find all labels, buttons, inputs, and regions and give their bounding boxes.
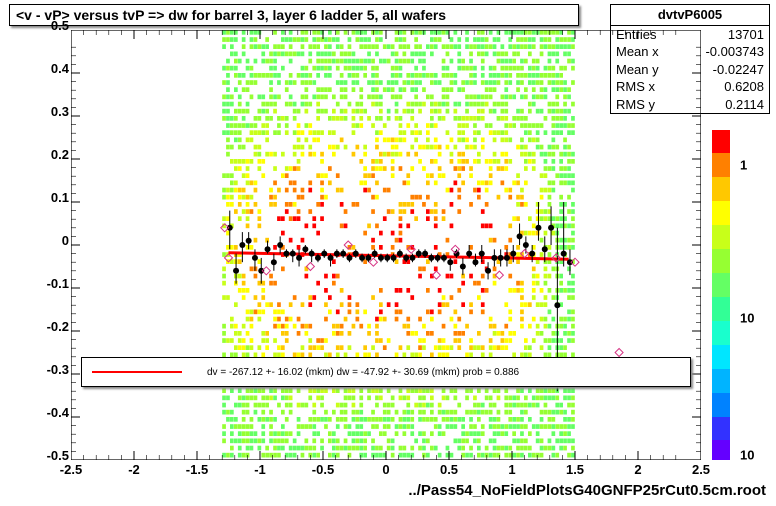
colorbar-segment xyxy=(712,225,730,249)
colorbar-segment xyxy=(712,153,730,177)
x-tick-label: -0.5 xyxy=(312,462,334,477)
colorbar xyxy=(712,130,730,460)
colorbar-segment xyxy=(712,297,730,321)
colorbar-segment xyxy=(712,130,730,153)
plot-area xyxy=(71,30,701,460)
y-tick-label: 0 xyxy=(35,233,69,248)
y-tick-label: 0.4 xyxy=(35,61,69,76)
stats-value: -0.02247 xyxy=(713,61,764,79)
y-tick-label: 0.2 xyxy=(35,147,69,162)
fit-legend-text: dv = -267.12 +- 16.02 (mkm) dw = -47.92 … xyxy=(207,367,519,378)
colorbar-segment xyxy=(712,345,730,369)
colorbar-segment xyxy=(712,249,730,273)
x-tick-label: 0.5 xyxy=(440,462,458,477)
stats-value: 0.6208 xyxy=(724,78,764,96)
heatmap xyxy=(222,30,575,458)
colorbar-label: 1 xyxy=(740,158,747,173)
y-axis-ticks: -0.5-0.4-0.3-0.2-0.100.10.20.30.40.5 xyxy=(35,25,70,465)
x-tick-label: -1.5 xyxy=(186,462,208,477)
x-tick-label: 2 xyxy=(634,462,641,477)
stats-value: 0.2114 xyxy=(725,96,764,114)
stats-value: -0.003743 xyxy=(705,43,764,61)
colorbar-segment xyxy=(712,393,730,417)
fit-line-sample xyxy=(92,371,182,373)
chart-title: <v - vP> versus tvP => dw for barrel 3, … xyxy=(16,7,446,23)
y-tick-label: -0.3 xyxy=(35,362,69,377)
x-tick-label: -2.5 xyxy=(60,462,82,477)
colorbar-segment xyxy=(712,321,730,345)
x-axis-ticks: -2.5-2-1.5-1-0.500.511.522.5 xyxy=(71,462,701,478)
x-tick-label: 2.5 xyxy=(692,462,710,477)
y-tick-label: -0.4 xyxy=(35,405,69,420)
axis-frame xyxy=(71,30,701,460)
x-axis-label: ../Pass54_NoFieldPlotsG40GNFP25rCut0.5cm… xyxy=(408,482,766,499)
x-tick-label: -2 xyxy=(128,462,140,477)
chart-title-box: <v - vP> versus tvP => dw for barrel 3, … xyxy=(9,4,579,26)
x-tick-label: 0 xyxy=(382,462,389,477)
colorbar-label: 10 xyxy=(740,311,754,326)
colorbar-segment xyxy=(712,273,730,297)
fit-legend-box: dv = -267.12 +- 16.02 (mkm) dw = -47.92 … xyxy=(81,357,691,388)
colorbar-segment xyxy=(712,177,730,201)
y-tick-label: -0.1 xyxy=(35,276,69,291)
root: <v - vP> versus tvP => dw for barrel 3, … xyxy=(0,0,776,506)
y-tick-label: 0.1 xyxy=(35,190,69,205)
x-tick-label: -1 xyxy=(254,462,266,477)
colorbar-segment xyxy=(712,417,730,440)
y-tick-label: -0.5 xyxy=(35,448,69,463)
colorbar-segment xyxy=(712,440,730,460)
y-tick-label: 0.5 xyxy=(35,18,69,33)
y-tick-label: -0.2 xyxy=(35,319,69,334)
x-tick-label: 1.5 xyxy=(566,462,584,477)
stats-title: dvtvP6005 xyxy=(611,5,769,26)
x-tick-label: 1 xyxy=(508,462,515,477)
colorbar-segment xyxy=(712,369,730,393)
colorbar-segment xyxy=(712,201,730,225)
colorbar-label: 10 xyxy=(740,448,754,463)
y-tick-label: 0.3 xyxy=(35,104,69,119)
stats-value: 13701 xyxy=(728,26,764,44)
